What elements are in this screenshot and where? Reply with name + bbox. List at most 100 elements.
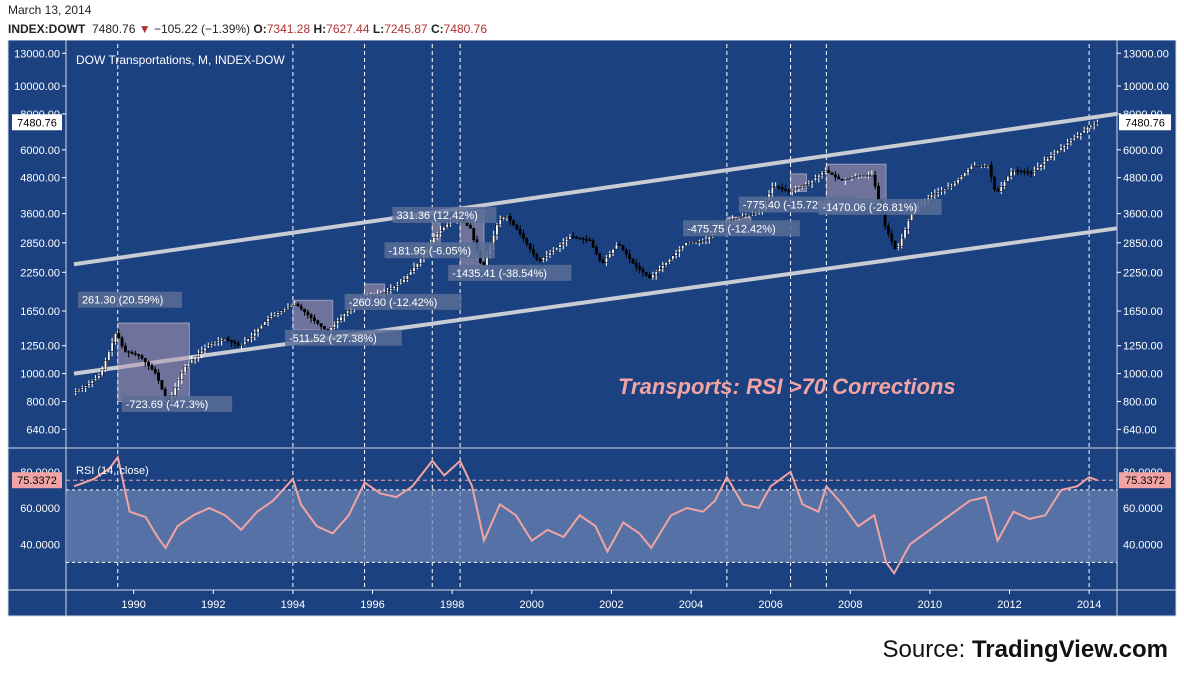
last-value-label-right: 7480.76 [1125,117,1165,129]
candle-body [973,165,977,167]
open-label: O: [253,22,267,36]
candle-body [114,333,117,343]
candle-body [180,371,184,381]
candle-body [614,244,618,250]
low-label: L: [372,22,385,36]
candle-body [316,320,320,324]
candle-body [956,179,960,184]
candle-body [522,233,525,239]
candle-body [578,237,582,240]
candle-body [279,310,283,313]
candle-body [1092,122,1096,126]
candle-body [896,246,900,250]
candle-body [830,172,834,176]
correction-label-bg [344,293,462,310]
y-tick-label-left: 1000.00 [20,369,60,381]
candle-body [979,165,983,167]
y-tick-label-right: 2850.00 [1123,238,1163,250]
candle-body [266,318,270,322]
high-value: 7627.44 [326,22,370,36]
candle-body [445,223,449,228]
candle-body [250,335,253,340]
candle-body [1096,122,1099,124]
candle-body [857,175,860,177]
y-tick-label-right: 13000.00 [1123,48,1169,60]
y-tick-label-right: 1650.00 [1123,306,1163,318]
source-credit: Source: TradingView.com [883,636,1168,664]
candle-body [959,175,963,180]
candle-body [704,239,708,242]
candle-body [823,170,827,173]
price-change: −105.22 (−1.39%) [153,22,251,36]
candle-body [472,228,476,241]
candle-body [220,338,224,341]
candle-body [827,170,831,173]
x-tick-label: 1994 [281,599,305,611]
y-tick-label-right: 3600.00 [1123,209,1163,221]
candle-body [412,267,416,272]
candle-body [993,177,996,190]
candle-body [1082,129,1086,134]
candle-body [269,316,273,319]
candle-body [853,176,857,178]
candle-body [707,236,711,241]
candle-body [210,343,214,346]
candle-body [1009,170,1013,177]
candle-body [243,341,247,345]
candle-body [1036,167,1040,171]
candle-body [1089,124,1093,128]
candle-body [731,218,734,221]
candle-body [585,238,588,241]
x-tick-label: 2006 [758,599,782,611]
candle-body [624,249,628,255]
candle-body [196,353,200,358]
y-tick-label-left: 640.00 [26,424,60,436]
candle-body [654,271,658,276]
rsi-value-label-bg-right [1119,472,1171,489]
candle-body [263,321,267,326]
candle-body [299,305,303,310]
candle-body [313,317,316,321]
candle-body [283,308,287,312]
candle-body [644,272,648,276]
correction-label-bg [818,198,942,215]
candle-body [1049,155,1053,159]
candle-body [226,338,230,341]
candle-body [930,194,933,198]
candle-body [867,174,870,177]
rsi-y-tick-label-left: 60.0000 [20,503,60,515]
candle-body [396,284,399,287]
candle-body [160,380,164,390]
candle-body [286,306,290,310]
candle-body [976,165,980,167]
candle-body [147,361,151,366]
x-tick-label: 1992 [201,599,225,611]
correction-label: -1435.41 (-38.54%) [452,268,547,280]
candle-body [110,342,114,352]
x-tick-label: 2014 [1077,599,1101,611]
candle-body [611,248,615,254]
candle-body [555,247,559,251]
correction-label: -181.95 (-6.05%) [388,245,471,257]
chart-title: DOW Transportations, M, INDEX-DOW [76,53,285,67]
candle-body [117,333,121,339]
price-chart[interactable]: 640.00 640.00 800.00 800.00 1000.00 1000.00 12… [0,40,1184,620]
candle-body [309,314,313,319]
candle-body [668,258,671,263]
correction-label-bg [392,206,497,223]
candle-body [1032,169,1036,173]
candle-body [840,178,844,181]
x-tick-label: 2012 [997,599,1021,611]
candle-body [216,340,220,343]
y-tick-label-right: 4800.00 [1123,173,1163,185]
candle-body [807,182,811,185]
candle-body [346,310,350,314]
candle-body [963,172,967,177]
candle-body [581,238,585,240]
candle-body [701,240,705,243]
candle-body [505,215,509,218]
candle-body [518,229,522,235]
x-tick-label: 2002 [599,599,623,611]
candle-body [638,266,642,270]
candle-body [737,217,741,219]
